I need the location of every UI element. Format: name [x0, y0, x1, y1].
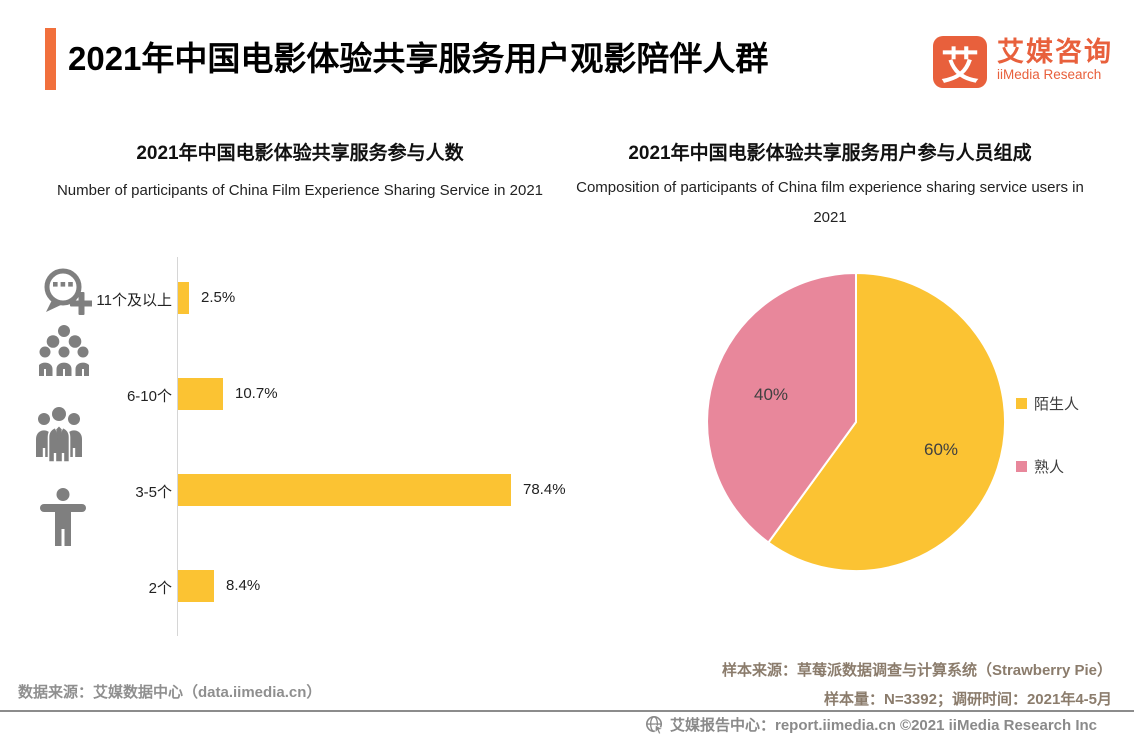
chat-add-icon [44, 268, 92, 315]
bar [178, 282, 189, 314]
pie-chart-subtitle: Composition of participants of China fil… [576, 179, 1084, 226]
title-accent-bar [45, 28, 56, 90]
pie-legend-item: 熟人 [1016, 456, 1064, 477]
logo-text: 艾媒咨询 iiMedia Research [997, 36, 1113, 82]
logo-name-cn: 艾媒咨询 [997, 37, 1113, 67]
sample-source-line: 样本来源：草莓派数据调查与计算系统（Strawberry Pie） [721, 662, 1112, 679]
person-icon [40, 488, 86, 546]
bar-chart-subtitle: Number of participants of China Film Exp… [56, 182, 544, 199]
bar-category-label: 3-5个 [135, 484, 172, 501]
crowd-icon [39, 325, 89, 376]
bar-chart-axis [177, 257, 178, 636]
team-icon [36, 407, 82, 463]
bar-category-label: 11个及以上 [96, 292, 172, 309]
footer-divider [0, 710, 1134, 712]
bar [178, 570, 214, 602]
pie-legend-item: 陌生人 [1016, 393, 1079, 414]
pie-chart: 60% 40% [706, 272, 1007, 572]
bar-value-label: 78.4% [523, 481, 566, 498]
pie-slice [706, 272, 857, 544]
footer-text: 艾媒报告中心：report.iimedia.cn ©2021 iiMedia R… [670, 717, 1098, 734]
logo-glyph: 艾 [940, 45, 979, 88]
legend-label: 熟人 [1034, 459, 1065, 476]
iimedia-logo-icon: 艾 [933, 36, 987, 88]
bar-category-label: 2个 [148, 580, 172, 597]
pie-slice-label: 60% [924, 440, 958, 459]
brand-logo: 艾 艾媒咨询 iiMedia Research [933, 36, 1113, 88]
bar [178, 378, 223, 410]
legend-swatch [1016, 398, 1027, 409]
logo-name-en: iiMedia Research [997, 67, 1102, 82]
pie-slice [767, 272, 1007, 572]
pie-slice-label: 40% [754, 385, 788, 404]
pie-chart-title: 2021年中国电影体验共享服务用户参与人员组成 [628, 143, 1032, 164]
bar-chart-title: 2021年中国电影体验共享服务参与人数 [136, 143, 464, 164]
page-title: 2021年中国电影体验共享服务用户观影陪伴人群 [68, 40, 769, 77]
bar-category-label: 6-10个 [126, 388, 172, 405]
data-source-note: 数据来源：艾媒数据中心（data.iimedia.cn） [18, 684, 322, 701]
sample-info-line: 样本量：N=3392；调研时间：2021年4-5月 [823, 691, 1112, 708]
legend-label: 陌生人 [1034, 396, 1080, 413]
legend-swatch [1016, 461, 1027, 472]
sample-source-note: 样本来源：草莓派数据调查与计算系统（Strawberry Pie） 样本量：N=… [722, 656, 1112, 714]
globe-cursor-icon [645, 715, 664, 735]
bar-value-label: 10.7% [235, 385, 278, 402]
footer: 艾媒报告中心：report.iimedia.cn ©2021 iiMedia R… [645, 714, 1097, 735]
bar [178, 474, 511, 506]
bar-value-label: 8.4% [226, 577, 261, 594]
bar-value-label: 2.5% [201, 289, 236, 306]
